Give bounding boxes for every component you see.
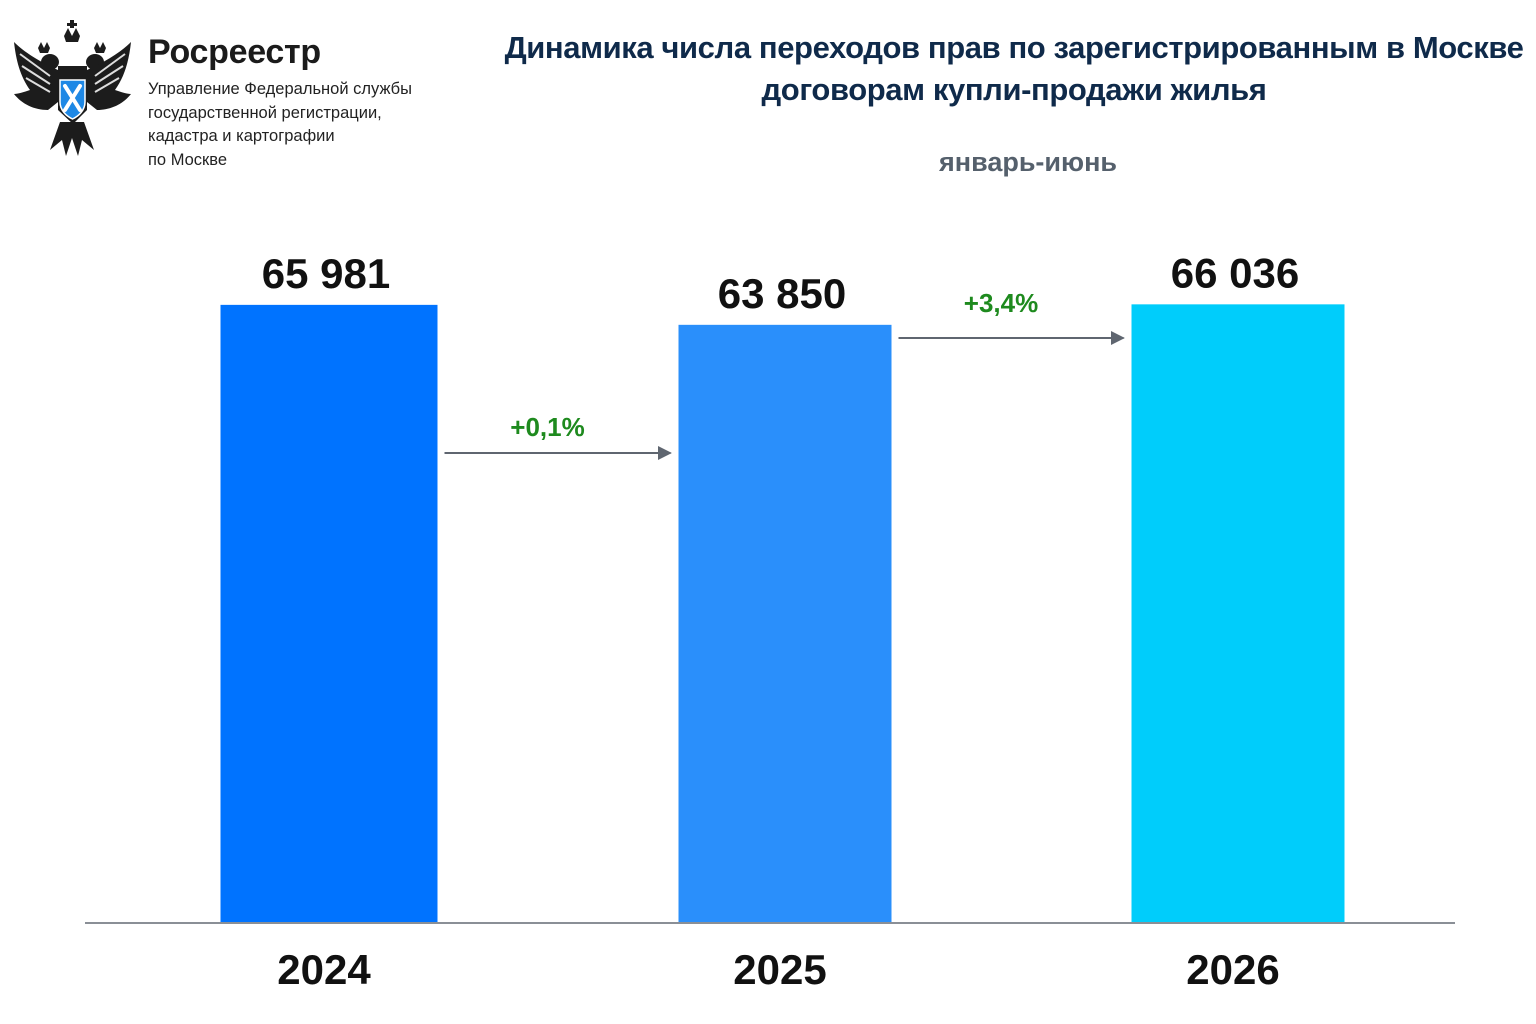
value-label-2025: 63 850 — [718, 270, 846, 317]
change-label-2024-2025: +0,1% — [510, 412, 584, 442]
org-desc-line-3: кадастра и картографии — [148, 127, 335, 145]
rosreestr-emblem-icon — [14, 20, 131, 156]
org-desc-line-2: государственной регистрации, — [148, 103, 382, 122]
chart-title-line-1: Динамика числа переходов прав по зарегис… — [504, 30, 1524, 65]
chart-subtitle: январь-июнь — [939, 147, 1117, 177]
category-label-2024: 2024 — [277, 946, 371, 993]
bar-2024 — [220, 304, 438, 924]
value-label-2026: 66 036 — [1171, 249, 1299, 296]
bar-2025 — [678, 324, 892, 924]
category-label-2025: 2025 — [733, 946, 826, 993]
value-label-2024: 65 981 — [262, 250, 390, 297]
org-block: Росреестр Управление Федеральной службы … — [148, 32, 468, 172]
category-label-2026: 2026 — [1186, 946, 1279, 993]
org-desc-line-1: Управление Федеральной службы — [148, 80, 412, 98]
org-desc-line-4: по Москве — [148, 150, 228, 169]
change-label-2025-2026: +3,4% — [964, 288, 1038, 318]
chart-title-line-2: договорам купли-продажи жилья — [761, 72, 1267, 107]
bar-2026 — [1131, 304, 1345, 924]
org-name: Росреестр — [148, 33, 321, 71]
